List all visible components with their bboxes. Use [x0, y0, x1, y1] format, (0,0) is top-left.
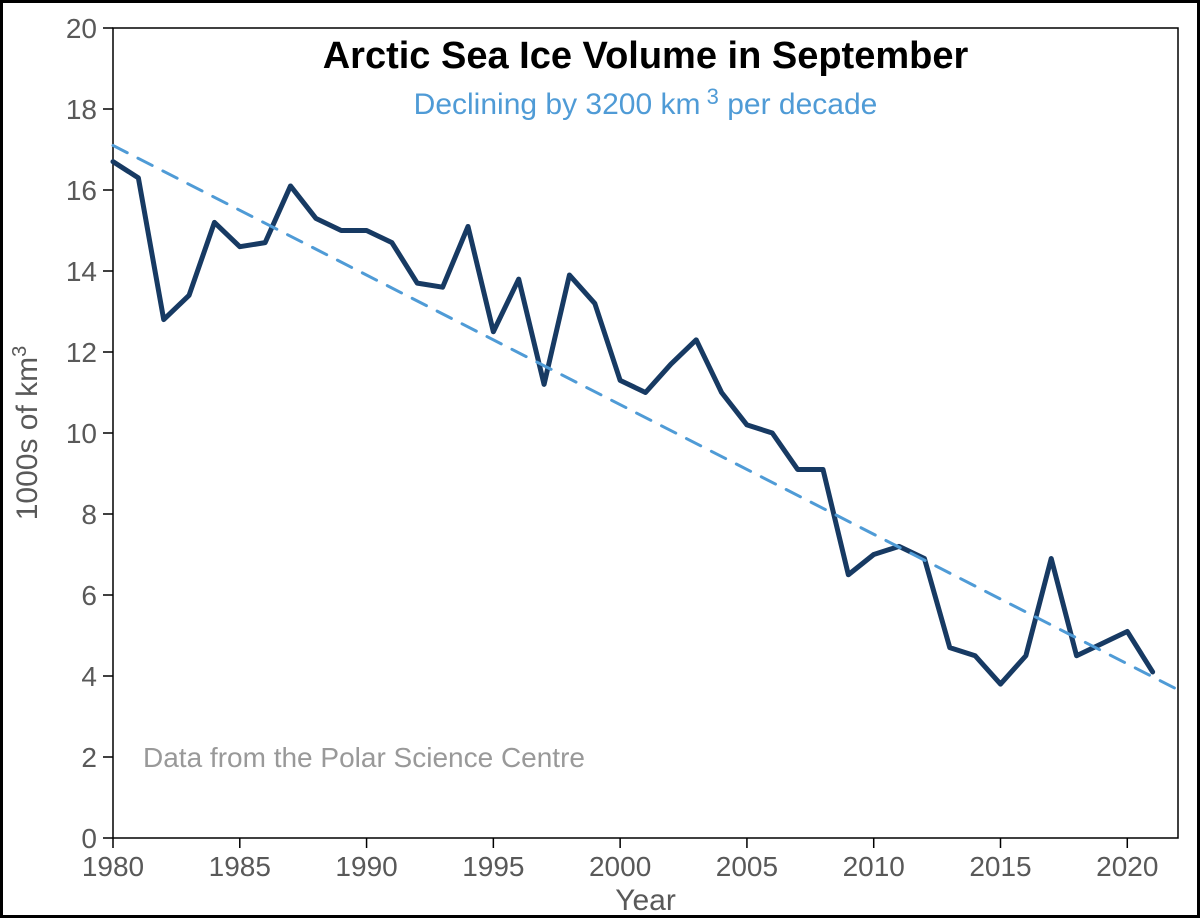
y-tick-label: 2	[81, 742, 97, 773]
series-trend-line	[113, 145, 1178, 689]
chart-svg: 0 2 4 6 8 10 12 14 16 18 20 1980 1985 1990 1995 2000 200…	[3, 3, 1197, 915]
x-tick-label: 2010	[843, 851, 905, 882]
x-tick-label: 1980	[82, 851, 144, 882]
y-tick-label: 6	[81, 580, 97, 611]
chart-container: 0 2 4 6 8 10 12 14 16 18 20 1980 1985 1990 1995 2000 200…	[0, 0, 1200, 918]
x-tick-label: 1995	[462, 851, 524, 882]
y-tick-label: 12	[66, 337, 97, 368]
y-tick-label: 0	[81, 823, 97, 854]
x-tick-label: 2015	[969, 851, 1031, 882]
chart-subtitle: Declining by 3200 km 3 per decade	[414, 84, 878, 121]
y-axis-label: 1000s of km3	[9, 346, 44, 521]
chart-title: Arctic Sea Ice Volume in September	[323, 35, 969, 77]
x-tick-label: 2005	[716, 851, 778, 882]
y-tick-label: 14	[66, 256, 97, 287]
x-tick-label: 2000	[589, 851, 651, 882]
source-text: Data from the Polar Science Centre	[143, 742, 585, 773]
y-tick-label: 4	[81, 661, 97, 692]
y-tick-label: 10	[66, 418, 97, 449]
series-ice-volume	[113, 162, 1153, 684]
x-tick-label: 1990	[335, 851, 397, 882]
y-tick-label: 18	[66, 94, 97, 125]
plot-border	[113, 28, 1178, 838]
x-tick-label: 1985	[209, 851, 271, 882]
x-axis-label: Year	[615, 884, 676, 915]
y-tick-label: 8	[81, 499, 97, 530]
y-tick-label: 16	[66, 175, 97, 206]
x-tick-label: 2020	[1096, 851, 1158, 882]
y-tick-label: 20	[66, 13, 97, 44]
